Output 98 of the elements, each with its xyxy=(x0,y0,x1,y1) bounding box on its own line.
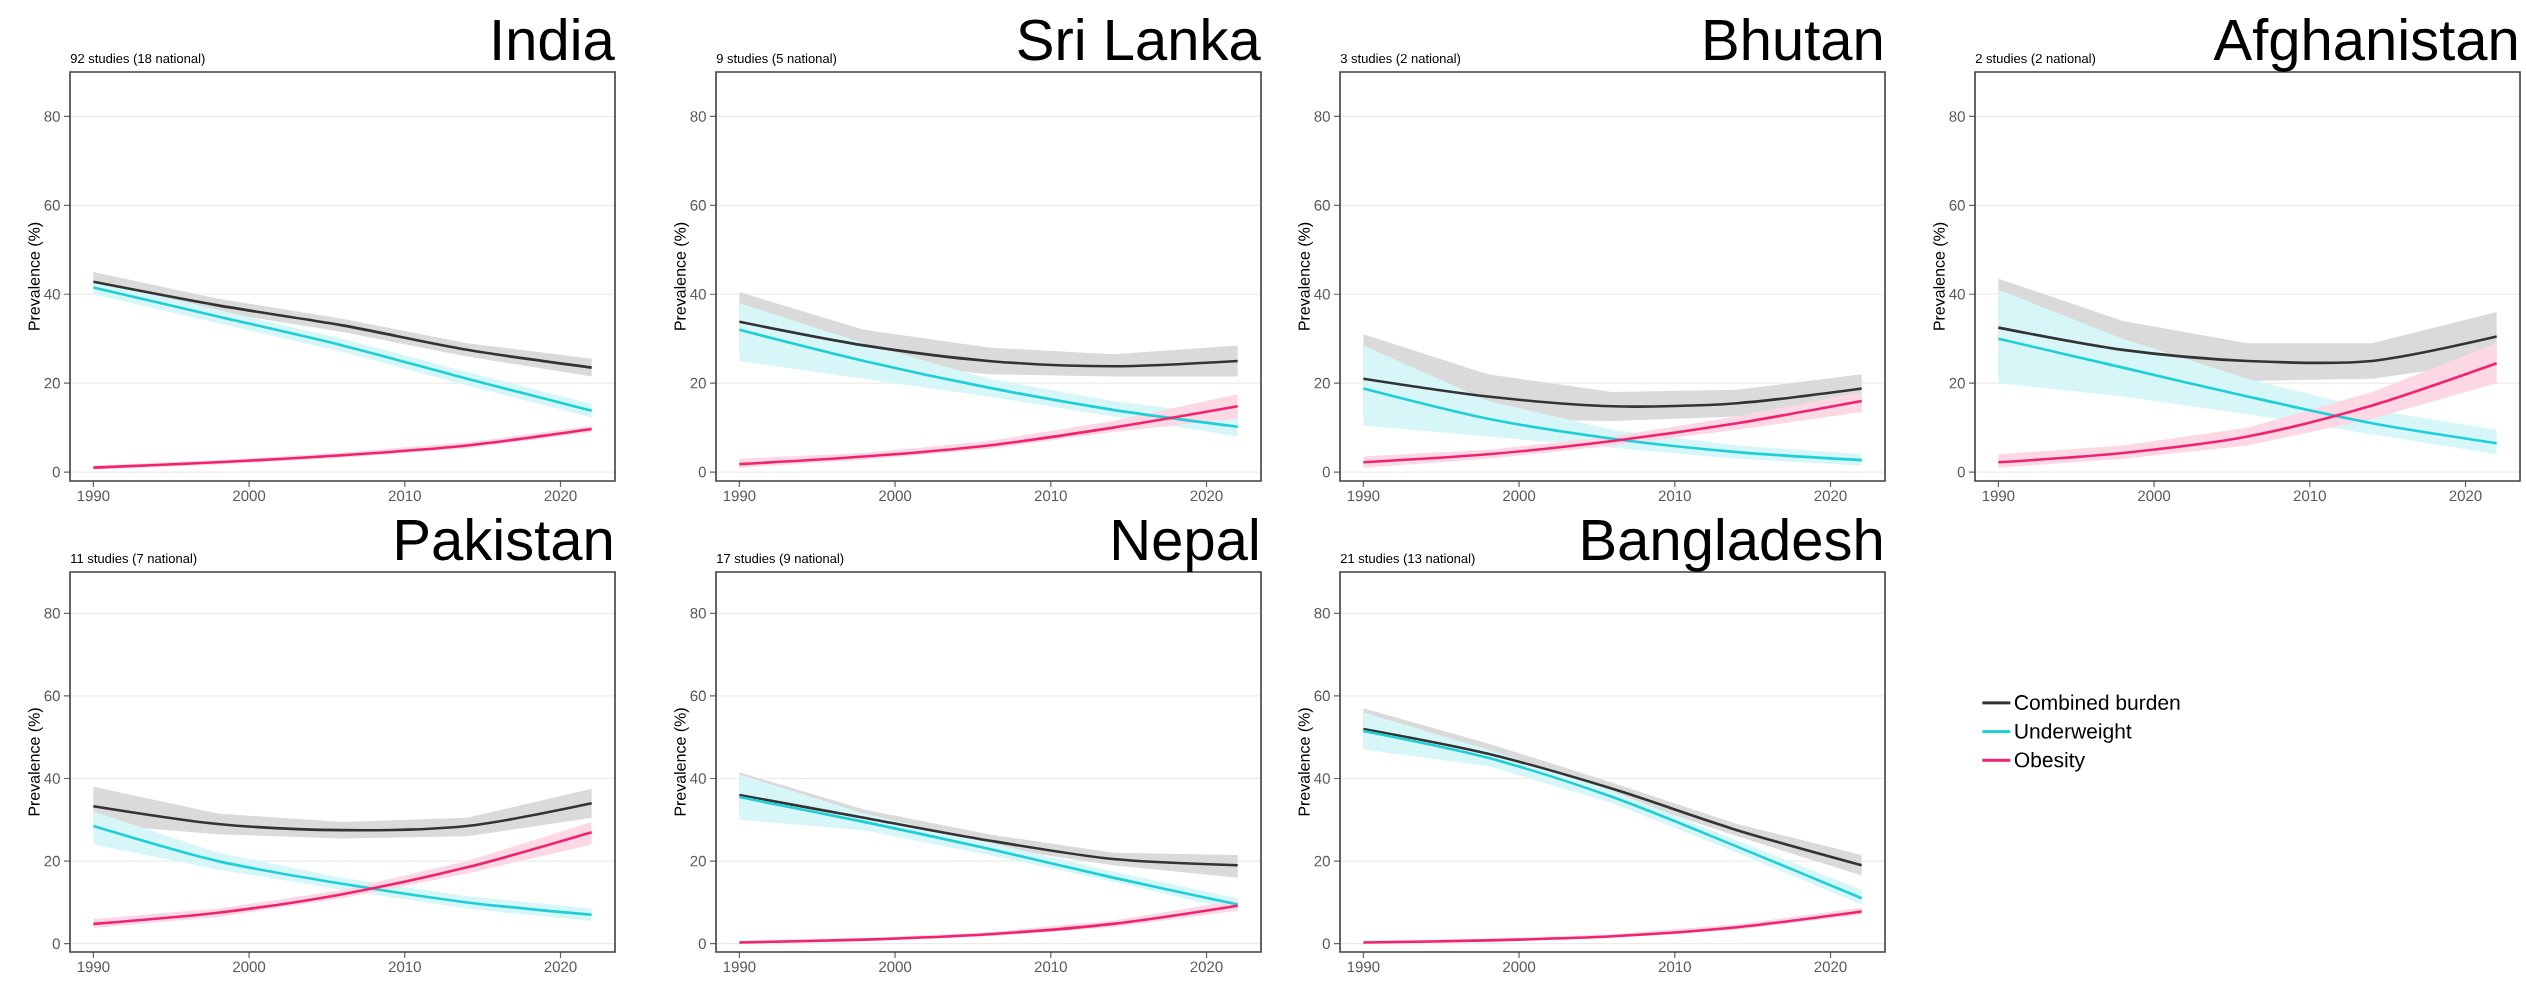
x-tick-label: 2010 xyxy=(1658,961,1691,973)
chart-subtitle: 92 studies (18 national) xyxy=(70,53,205,66)
line-series xyxy=(738,405,1239,466)
chart-subtitle: 21 studies (13 national) xyxy=(1340,553,1475,566)
line-series xyxy=(92,280,593,369)
y-tick-label: 40 xyxy=(690,773,706,784)
x-tick-label: 2000 xyxy=(879,961,912,973)
line-series xyxy=(738,320,1239,368)
y-tick-label: 60 xyxy=(690,200,706,211)
x-tick-label: 1990 xyxy=(1347,490,1380,502)
line-series xyxy=(1997,337,2498,445)
line-series xyxy=(1997,361,2498,464)
chart-title: India xyxy=(494,17,615,61)
y-tick-label: 20 xyxy=(690,377,706,389)
line-series xyxy=(738,793,1239,867)
y-axis-title: Prevalence (%) xyxy=(674,708,689,816)
chart-title: Pakistan xyxy=(397,517,612,561)
y-tick-label: 80 xyxy=(44,111,60,122)
y-tick-label: 80 xyxy=(44,607,60,619)
x-tick-label: 2000 xyxy=(1503,490,1536,502)
y-tick-label: 20 xyxy=(1314,377,1330,389)
chart-subtitle: 11 studies (7 national) xyxy=(71,553,197,566)
y-tick-label: 60 xyxy=(690,690,706,702)
y-tick-label: 40 xyxy=(44,288,60,300)
y-axis-title: Prevalence (%) xyxy=(1933,222,1948,330)
x-tick-label: 2010 xyxy=(1658,490,1691,502)
y-tick-label: 60 xyxy=(1314,690,1330,702)
x-tick-label: 1990 xyxy=(77,490,110,502)
y-axis-title: Prevalence (%) xyxy=(674,222,689,330)
x-tick-label: 2000 xyxy=(233,961,266,973)
line-series xyxy=(1362,727,1863,867)
y-tick-label: 80 xyxy=(690,607,706,619)
y-tick-label: 40 xyxy=(44,773,60,784)
y-tick-label: 40 xyxy=(1314,773,1330,784)
chart-title: Sri Lanka xyxy=(1018,17,1261,61)
chart-subtitle: 2 studies (2 national) xyxy=(1975,53,2096,66)
y-axis-title: Prevalence (%) xyxy=(28,708,43,816)
y-tick-label: 20 xyxy=(44,855,60,867)
chart-title: Nepal xyxy=(1114,517,1257,573)
y-tick-label: 0 xyxy=(698,466,706,478)
legend-label: Combined burden xyxy=(2014,694,2180,710)
y-tick-label: 0 xyxy=(1322,938,1330,950)
y-axis-title: Prevalence (%) xyxy=(28,222,43,330)
y-tick-label: 40 xyxy=(1949,288,1965,300)
y-axis-title: Prevalence (%) xyxy=(1298,708,1313,816)
y-tick-label: 0 xyxy=(1322,466,1330,478)
y-tick-label: 60 xyxy=(44,690,60,702)
y-tick-label: 40 xyxy=(690,288,706,300)
x-tick-label: 2010 xyxy=(388,961,421,973)
chart-title: Afghanistan xyxy=(2213,17,2516,73)
y-tick-label: 0 xyxy=(698,938,706,950)
y-tick-label: 20 xyxy=(44,377,60,389)
x-tick-label: 2000 xyxy=(879,490,912,502)
x-tick-label: 2000 xyxy=(1503,961,1536,973)
chart-title: Bangladesh xyxy=(1583,517,1881,573)
x-tick-label: 1990 xyxy=(77,961,110,973)
y-tick-label: 80 xyxy=(1314,111,1330,122)
x-tick-label: 2000 xyxy=(2138,490,2171,502)
x-tick-label: 2000 xyxy=(233,490,266,502)
x-tick-label: 2020 xyxy=(1814,490,1847,502)
y-tick-label: 80 xyxy=(690,111,706,122)
x-tick-label: 2020 xyxy=(544,961,577,973)
line-series xyxy=(738,795,1239,906)
x-tick-label: 2020 xyxy=(2449,490,2482,502)
x-tick-label: 2010 xyxy=(388,490,421,502)
x-tick-label: 2020 xyxy=(1190,490,1223,502)
x-tick-label: 1990 xyxy=(723,961,756,973)
line-series xyxy=(92,801,593,832)
x-tick-label: 2020 xyxy=(1814,961,1847,973)
y-tick-label: 20 xyxy=(1949,377,1965,389)
line-series xyxy=(738,328,1239,429)
x-tick-label: 1990 xyxy=(723,490,756,502)
legend-label: Underweight xyxy=(2015,723,2132,743)
x-tick-label: 2010 xyxy=(2293,490,2326,502)
y-axis-title: Prevalence (%) xyxy=(1298,222,1313,330)
y-tick-label: 60 xyxy=(1314,200,1330,211)
y-tick-label: 20 xyxy=(690,855,706,867)
x-tick-label: 2020 xyxy=(544,490,577,502)
y-tick-label: 0 xyxy=(52,466,60,478)
y-tick-label: 60 xyxy=(1949,200,1965,211)
legend-label: Obesity xyxy=(2014,751,2086,772)
y-tick-label: 60 xyxy=(44,200,60,211)
x-tick-label: 1990 xyxy=(1347,961,1380,973)
x-tick-label: 1990 xyxy=(1982,490,2015,502)
x-tick-label: 2020 xyxy=(1190,961,1223,973)
x-tick-label: 2010 xyxy=(1034,961,1067,973)
line-series xyxy=(1362,377,1863,408)
chart-subtitle: 17 studies (9 national) xyxy=(717,553,844,566)
chart-title: Bhutan xyxy=(1705,17,1882,61)
y-tick-label: 80 xyxy=(1949,111,1965,122)
y-tick-label: 20 xyxy=(1314,855,1330,867)
chart-subtitle: 3 studies (2 national) xyxy=(1340,53,1461,66)
y-tick-label: 0 xyxy=(52,938,60,950)
y-tick-label: 40 xyxy=(1314,288,1330,300)
y-tick-label: 80 xyxy=(1314,607,1330,619)
chart-subtitle: 9 studies (5 national) xyxy=(716,53,837,66)
y-tick-label: 0 xyxy=(1957,466,1965,478)
x-tick-label: 2010 xyxy=(1034,490,1067,502)
